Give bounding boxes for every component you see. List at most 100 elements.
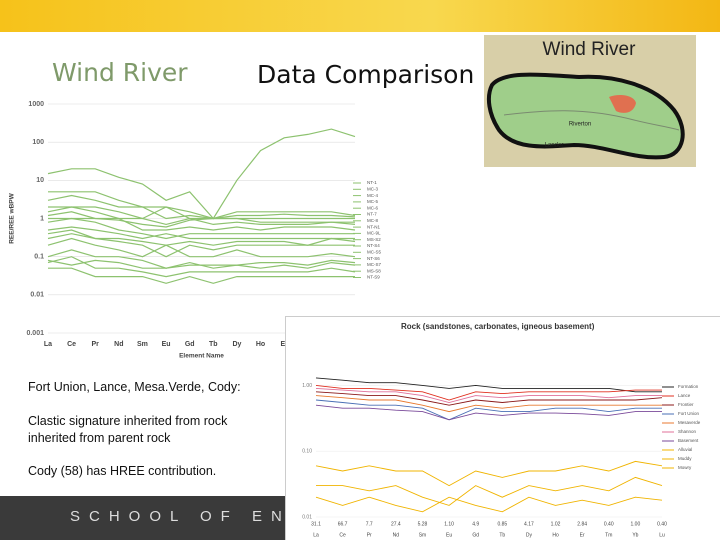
legend-label: Formation — [678, 384, 699, 389]
basin-outline — [486, 72, 685, 160]
legend-label: NT-7 — [367, 212, 377, 217]
reference-value: 0.85 — [497, 521, 507, 527]
legend-label: NT-S6 — [367, 256, 380, 261]
x-tick-label: Dy — [526, 532, 533, 538]
legend-label: MC-8 — [367, 218, 378, 223]
series-line — [47, 259, 356, 269]
map: Wind River Riverton Lander — [484, 35, 696, 167]
reference-value: 7.7 — [366, 521, 373, 527]
y-tick-label: 10 — [36, 177, 44, 184]
series-line — [47, 128, 356, 220]
x-tick-label: Gd — [185, 341, 195, 348]
legend-label: MC-S7 — [367, 262, 381, 267]
series-line — [315, 404, 662, 421]
road — [503, 110, 680, 131]
x-tick-label: Sm — [137, 341, 148, 348]
x-tick-label: Ce — [67, 341, 76, 348]
series-line — [48, 206, 355, 223]
legend-label: Frontier — [678, 402, 694, 407]
y-tick-label: 0.01 — [30, 292, 44, 299]
series-line — [47, 237, 356, 258]
x-tick-label: Eu — [446, 532, 452, 538]
slide-title-left: Wind River — [52, 58, 188, 87]
series-line — [47, 229, 356, 246]
reference-value: 1.02 — [551, 521, 561, 527]
x-tick-label: Ho — [552, 532, 559, 538]
series-line — [315, 377, 662, 393]
legend-label: MC-3 — [367, 186, 378, 191]
chart-title: Rock (sandstones, carbonates, igneous ba… — [401, 322, 595, 331]
legend-label: Shannon — [678, 429, 697, 434]
series-line — [316, 476, 663, 506]
y-tick-label: 100 — [32, 139, 44, 146]
chart-rock: Rock (sandstones, carbonates, igneous ba… — [285, 316, 720, 540]
body-text: Clastic signature inherited from rock — [28, 414, 228, 428]
series-line — [315, 496, 663, 513]
map-label: Lander — [545, 143, 564, 149]
y-tick-label: 1 — [40, 215, 44, 222]
legend-label: Fort Union — [678, 411, 700, 416]
legend-label: MS-S2 — [367, 237, 381, 242]
legend-label: NT-S9 — [367, 275, 380, 280]
legend-label: NT-N1 — [367, 224, 380, 229]
reference-value: 5.28 — [418, 521, 428, 527]
y-tick-label: 0.1 — [34, 254, 44, 261]
reference-value: 27.4 — [391, 521, 401, 527]
map-label: Riverton — [569, 122, 591, 128]
legend-label: Muddy — [678, 456, 692, 461]
top-band — [0, 0, 720, 32]
series-line — [47, 256, 356, 278]
x-tick-label: Tb — [209, 341, 218, 348]
body-text: Cody (58) has HREE contribution. — [28, 464, 217, 478]
x-tick-label: Ce — [339, 532, 346, 538]
series-line — [315, 391, 663, 406]
body-text: inherited from parent rock — [28, 431, 171, 445]
x-tick-label: La — [313, 532, 319, 538]
legend-label: MS-S8 — [367, 268, 381, 273]
x-axis-label: Element Name — [179, 353, 224, 360]
y-tick-label: 0.10 — [302, 449, 312, 455]
series-line — [315, 399, 662, 421]
legend-label: MC-S5 — [367, 249, 381, 254]
series-line — [315, 384, 662, 401]
series-line — [47, 217, 355, 240]
x-tick-label: Gd — [472, 532, 479, 538]
legend-label: Mesaverde — [678, 420, 701, 425]
legend-label: Basement — [678, 438, 699, 443]
reference-value: 1.10 — [444, 521, 454, 527]
y-tick-label: 1000 — [28, 101, 44, 108]
field-patch — [609, 95, 636, 113]
legend-label: MC-6 — [367, 205, 378, 210]
map-title: Wind River — [543, 39, 637, 60]
reference-value: 31.1 — [311, 521, 321, 527]
x-tick-label: Er — [580, 532, 585, 538]
x-tick-label: La — [44, 341, 52, 348]
x-tick-label: Eu — [162, 341, 171, 348]
series-line — [47, 194, 355, 220]
series-line — [315, 387, 662, 403]
reference-value: 0.40 — [657, 521, 667, 527]
series-line — [48, 191, 356, 220]
series-line — [315, 395, 662, 413]
x-tick-label: Dy — [232, 341, 241, 348]
legend-label: Lance — [678, 393, 691, 398]
x-tick-label: Pr — [367, 532, 372, 538]
series-line — [47, 226, 355, 240]
x-tick-label: Tm — [605, 532, 612, 538]
x-tick-label: Nd — [114, 341, 123, 348]
x-tick-label: Pr — [92, 341, 100, 348]
x-tick-label: Er — [280, 341, 288, 348]
reference-value: 4.9 — [472, 521, 479, 527]
slide-title-right: Data Comparison — [257, 60, 475, 89]
series-line — [47, 206, 356, 226]
reference-value: 66.7 — [338, 521, 348, 527]
x-tick-label: Nd — [393, 532, 400, 538]
legend-label: Alluvial — [678, 447, 692, 452]
series-line — [48, 267, 355, 284]
reference-value: 4.17 — [524, 521, 534, 527]
x-tick-label: Ho — [256, 341, 265, 348]
legend-label: NT-S4 — [367, 243, 380, 248]
x-tick-label: Tb — [499, 532, 505, 538]
